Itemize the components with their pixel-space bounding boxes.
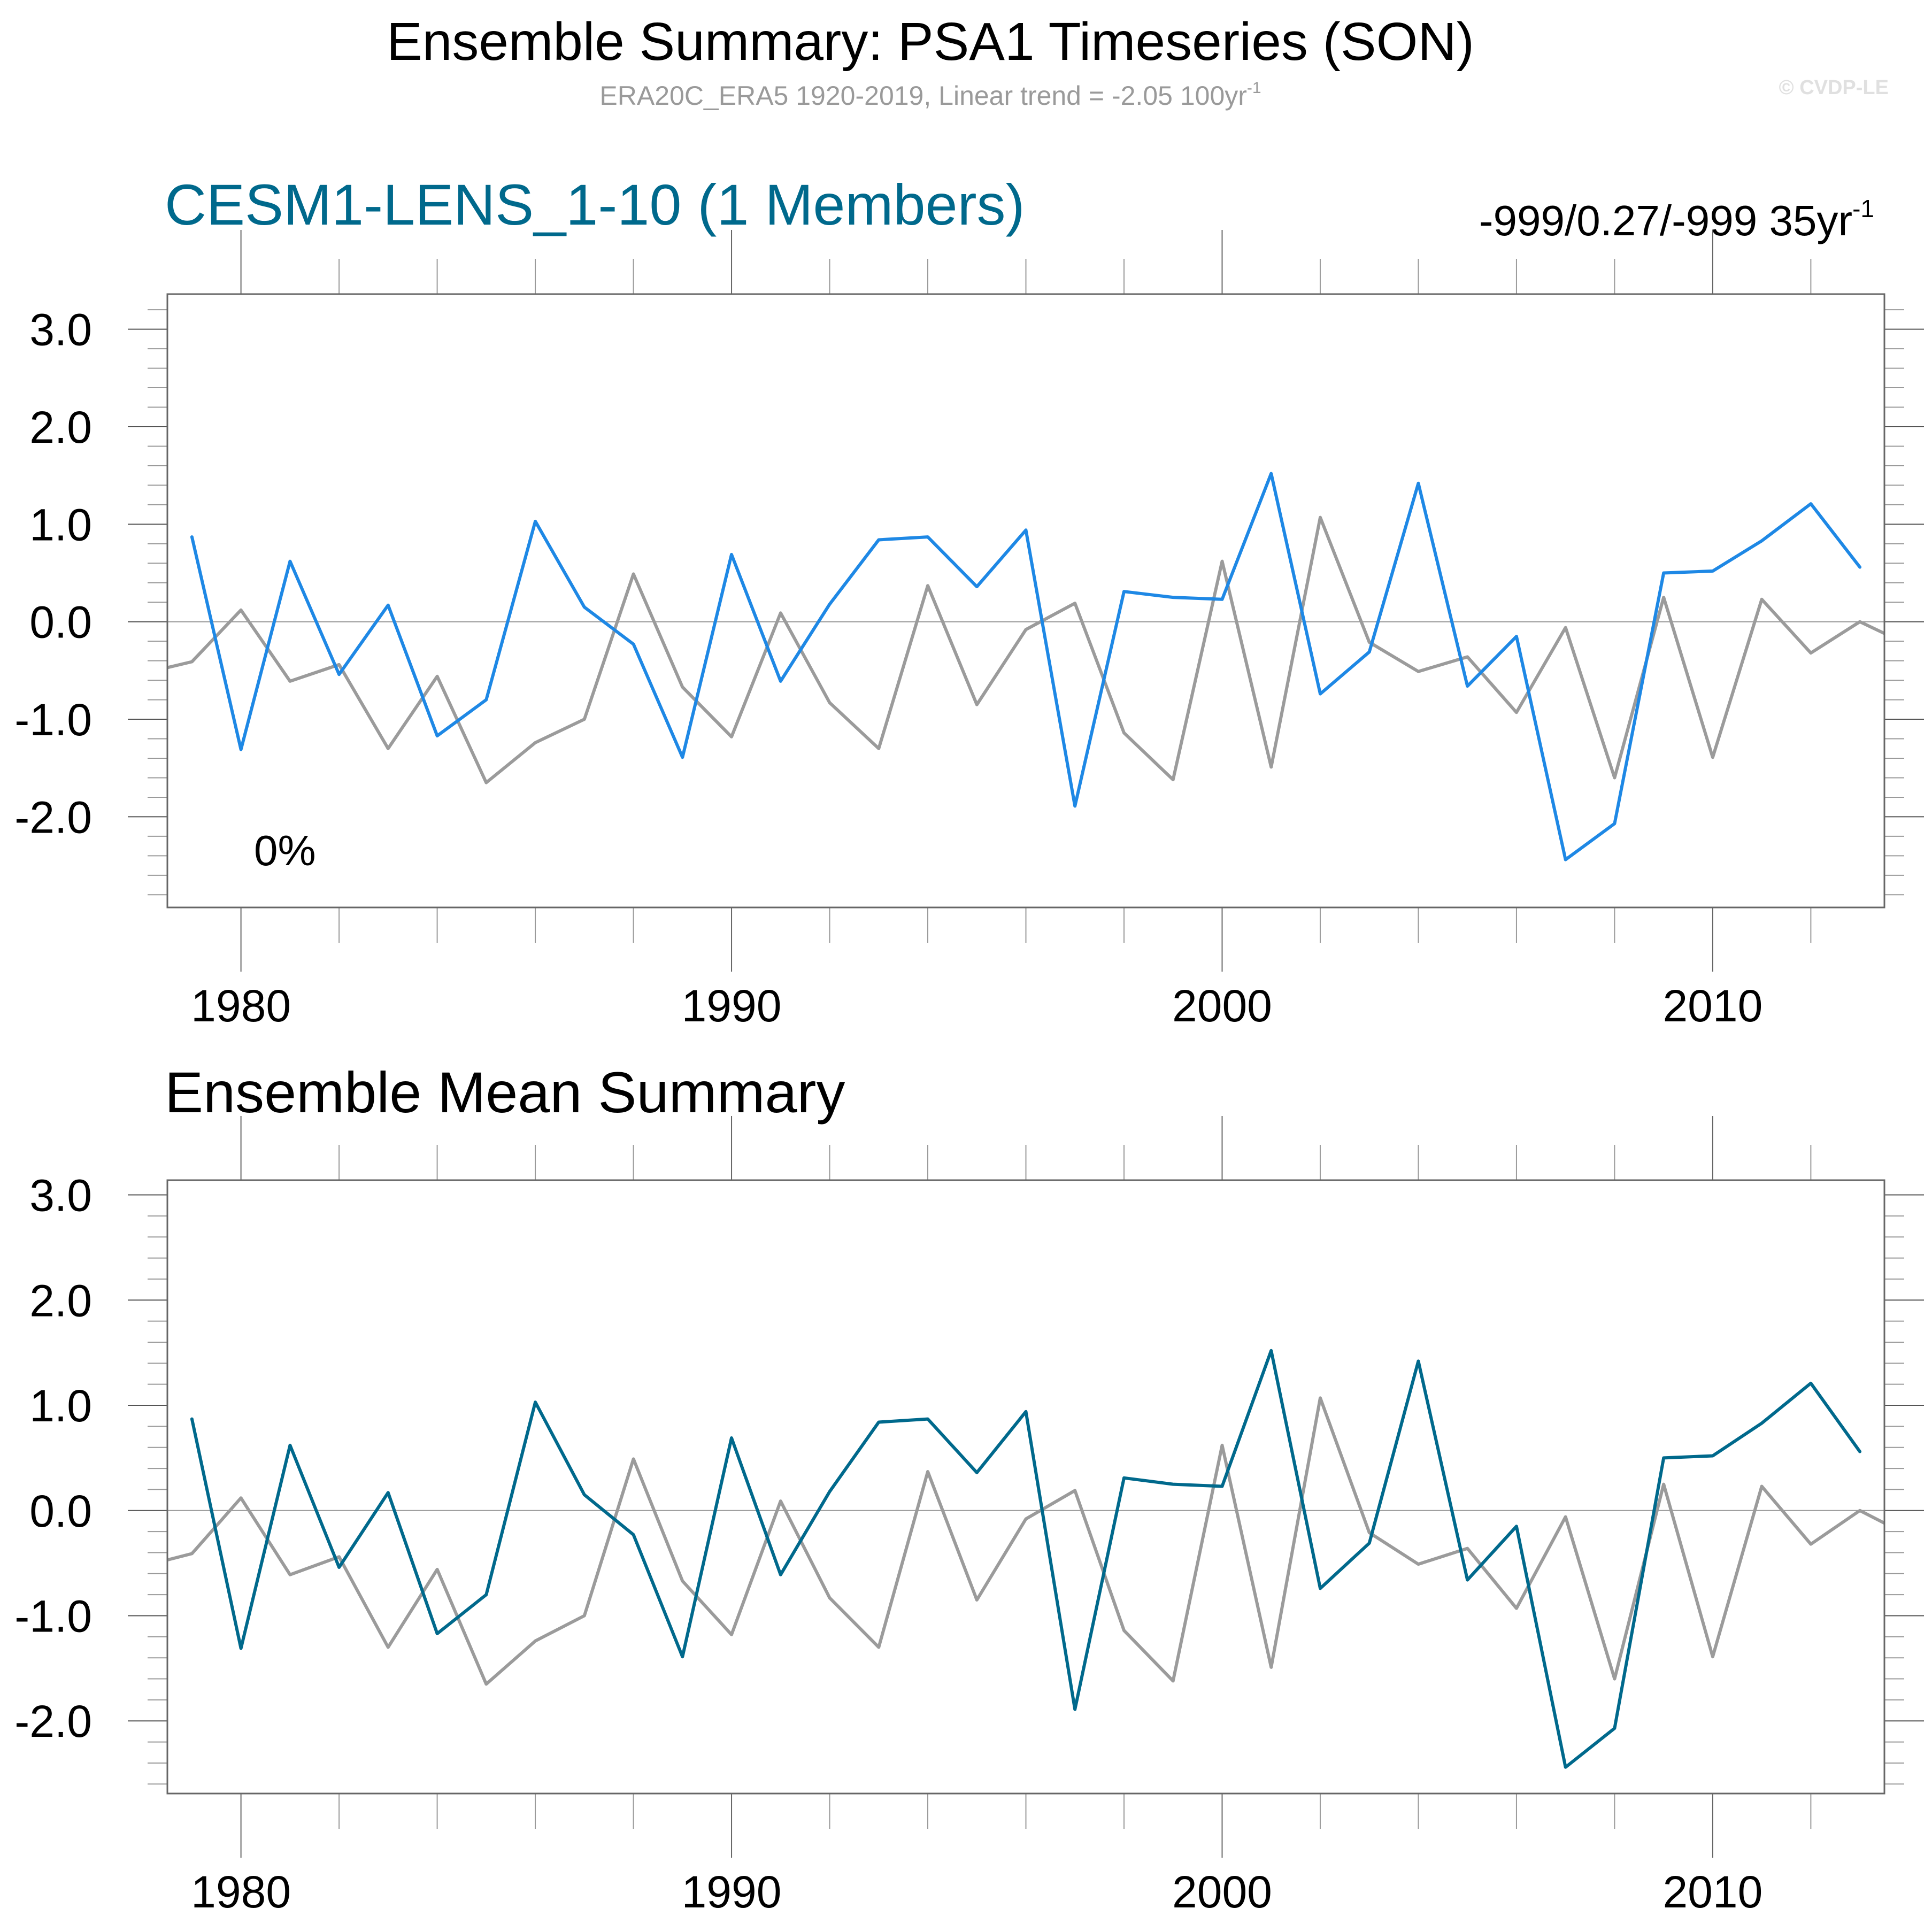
member-series-line [190, 472, 1862, 861]
y-tick-label: 1.0 [29, 499, 92, 550]
watermark: © CVDP-LE [1779, 76, 1889, 99]
plot-frame [166, 293, 1885, 909]
y-tick-label: -1.0 [14, 695, 92, 745]
subtitle-superscript: -1 [1247, 79, 1261, 97]
stat-text: -999/0.27/-999 35yr [1479, 197, 1852, 244]
mean-panel: Ensemble Mean Summary -2.0 -1.0 0.0 1.0 2.0 3… [14, 1060, 1924, 1917]
percent-annotation: 0% [254, 827, 316, 874]
plot-area: -2.0 -1.0 0.0 1.0 2.0 3.0 1980 1990 2000 2010 [14, 230, 1924, 1031]
y-tick-label: 1.0 [29, 1381, 92, 1431]
x-tick-label: 1980 [191, 1867, 291, 1917]
y-tick-label: 2.0 [29, 402, 92, 452]
y-tick-label: 2.0 [29, 1275, 92, 1326]
observation-series-line [167, 515, 1884, 784]
x-tick-label: 2000 [1172, 981, 1272, 1031]
y-tick-label: 3.0 [29, 305, 92, 355]
observation-series-line [167, 1396, 1884, 1686]
x-tick-label: 1980 [191, 981, 291, 1031]
x-tick-label: 1990 [682, 981, 782, 1031]
panel-title: CESM1-LENS_1-10 (1 Members) [165, 172, 1025, 237]
y-tick-label: 3.0 [29, 1171, 92, 1221]
panel-stat-label: -999/0.27/-999 35yr-1 [1479, 195, 1874, 244]
member-panel: CESM1-LENS_1-10 (1 Members) -999/0.27/-9… [14, 172, 1924, 1031]
x-tick-label: 2010 [1662, 981, 1762, 1031]
y-tick-label: 0.0 [29, 597, 92, 648]
stat-superscript: -1 [1852, 195, 1874, 222]
y-tick-label: -2.0 [14, 1696, 92, 1746]
subtitle-text: ERA20C_ERA5 1920-2019, Linear trend = -2… [599, 81, 1247, 111]
y-tick-label: -1.0 [14, 1591, 92, 1642]
figure-subtitle: ERA20C_ERA5 1920-2019, Linear trend = -2… [599, 79, 1261, 111]
panel-title: Ensemble Mean Summary [165, 1060, 845, 1125]
series-group [167, 1349, 1884, 1769]
y-tick-label: -2.0 [14, 792, 92, 842]
figure-title: Ensemble Summary: PSA1 Timeseries (SON) [387, 12, 1474, 72]
x-tick-label: 2010 [1662, 1867, 1762, 1917]
y-tick-label: 0.0 [29, 1486, 92, 1536]
x-tick-label: 2000 [1172, 1867, 1272, 1917]
x-tick-label: 1990 [682, 1867, 782, 1917]
plot-frame [166, 1179, 1885, 1795]
ensemble-mean-series-line [190, 1349, 1862, 1769]
plot-area: -2.0 -1.0 0.0 1.0 2.0 3.0 1980 1990 2000 2010 [14, 1116, 1924, 1917]
series-group [167, 472, 1884, 861]
